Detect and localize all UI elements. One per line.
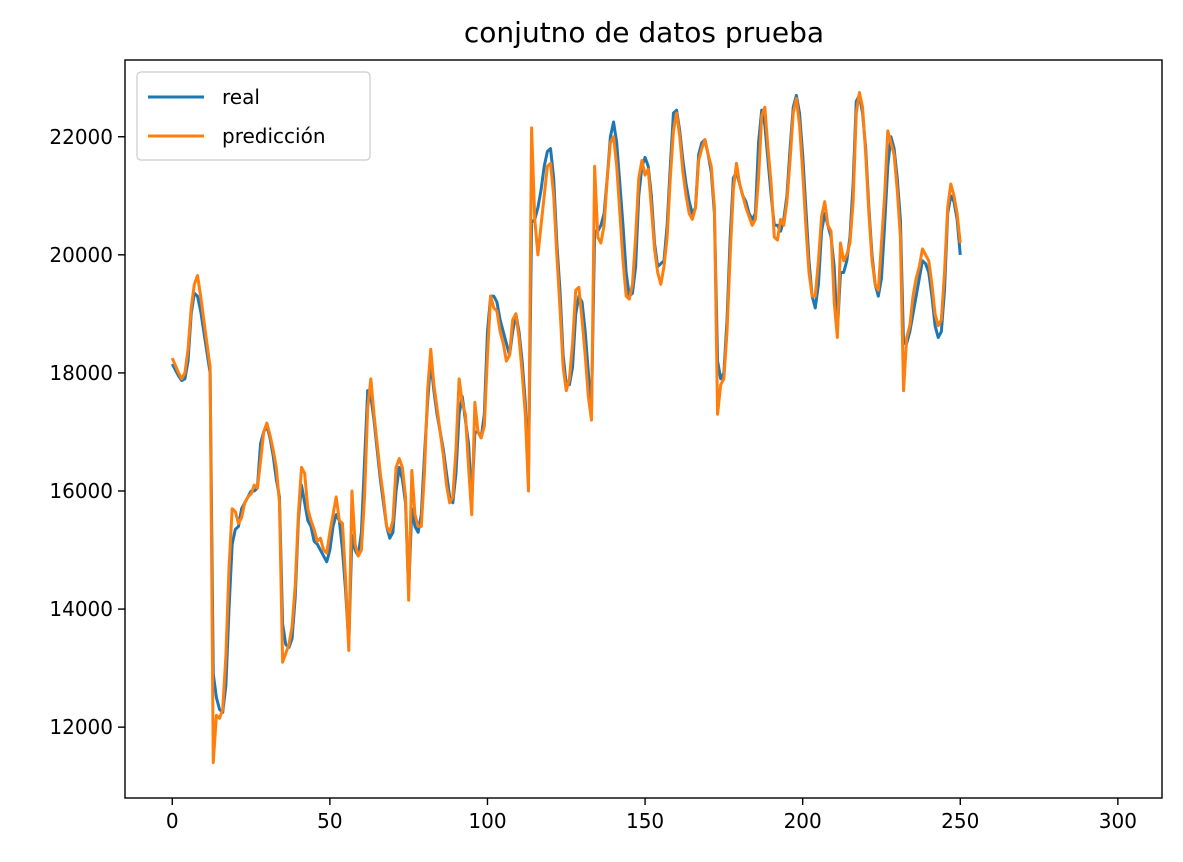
y-tick-label: 22000 [49, 125, 113, 149]
series-layer [170, 90, 962, 765]
x-tick-label: 0 [166, 809, 179, 833]
series-line-prediccion [170, 90, 962, 765]
y-tick-label: 20000 [49, 243, 113, 267]
x-tick-label: 250 [941, 809, 979, 833]
y-tick-label: 16000 [49, 479, 113, 503]
chart-title: conjutno de datos prueba [464, 16, 824, 49]
plot-area: 0 50 100 150 200 250 300 12000 14000 16000 18000 2… [49, 59, 1163, 833]
legend: real predicción [136, 71, 371, 161]
x-tick-label: 50 [317, 809, 342, 833]
legend-label-prediccion: predicción [222, 124, 326, 148]
y-tick-label: 14000 [49, 597, 113, 621]
x-tick-label: 200 [784, 809, 822, 833]
x-tick-label: 150 [626, 809, 664, 833]
y-tick-label: 18000 [49, 361, 113, 385]
y-axis-ticks: 12000 14000 16000 18000 20000 22000 [49, 125, 125, 739]
legend-box [136, 71, 371, 161]
x-tick-label: 100 [468, 809, 506, 833]
legend-label-real: real [222, 85, 260, 109]
axes-frame [124, 59, 1163, 799]
x-tick-label: 300 [1099, 809, 1137, 833]
x-axis-ticks: 0 50 100 150 200 250 300 [166, 798, 1137, 833]
y-tick-label: 12000 [49, 715, 113, 739]
